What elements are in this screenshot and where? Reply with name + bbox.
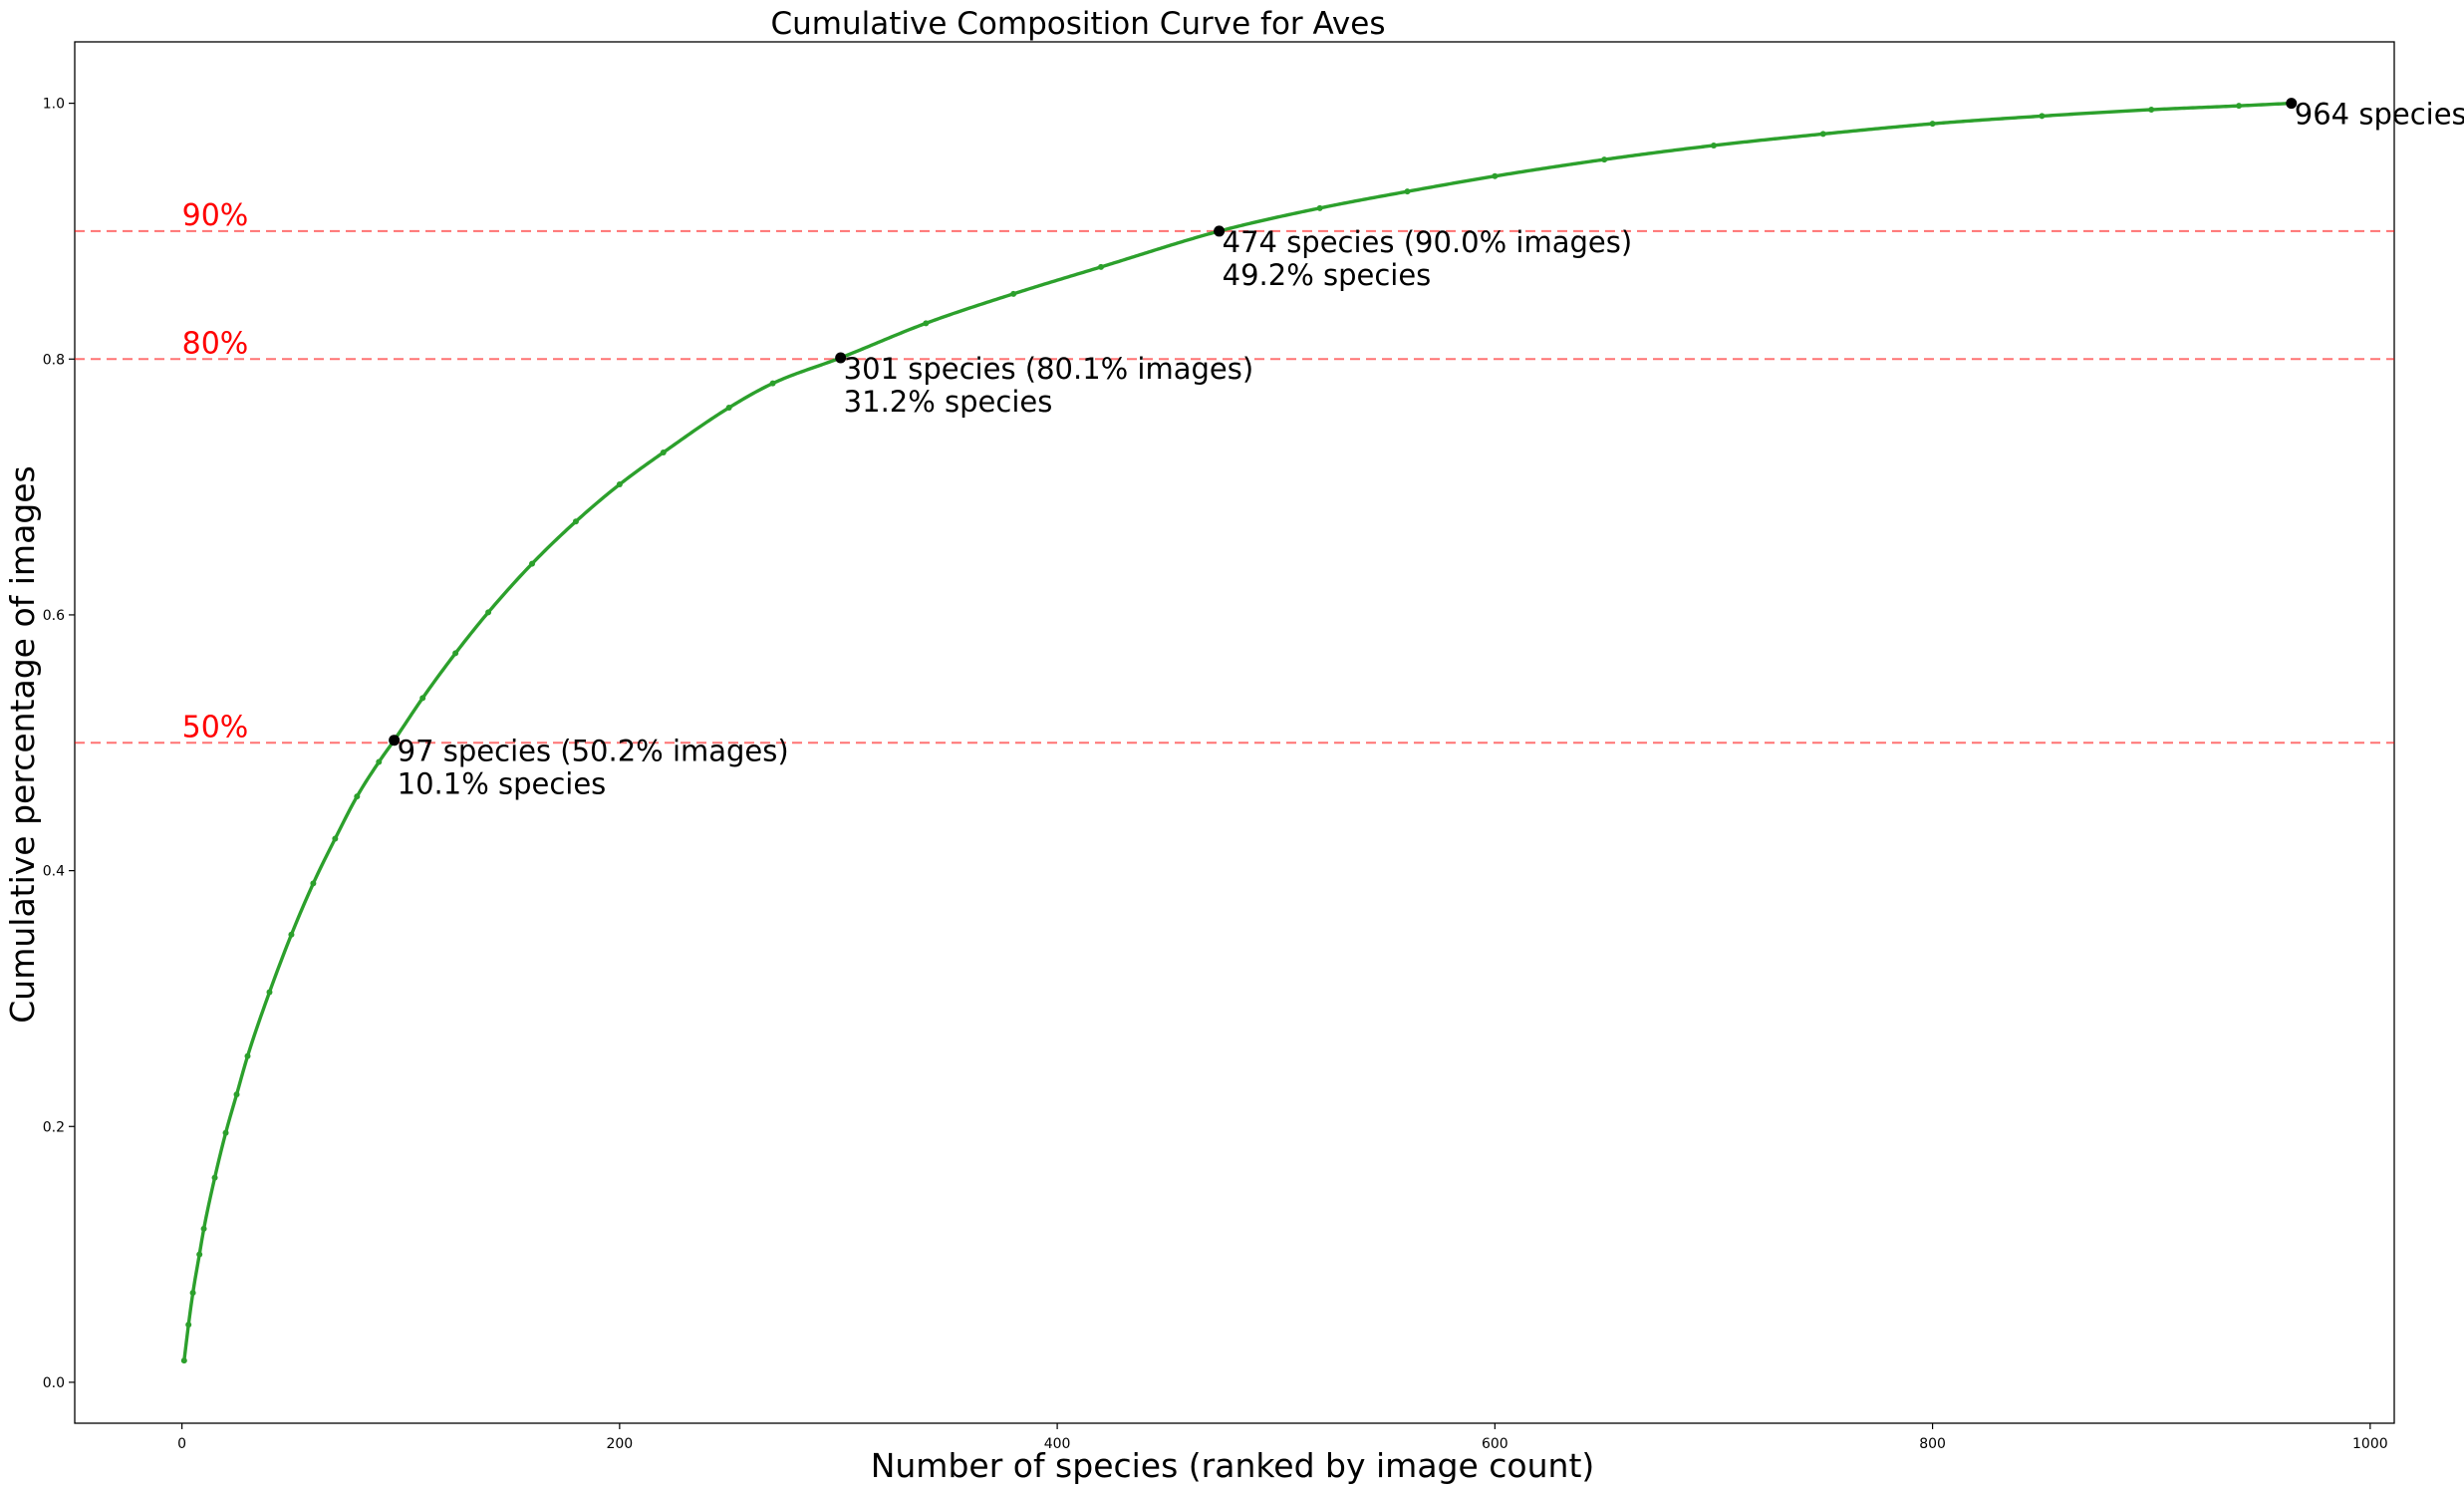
data-point — [376, 758, 383, 765]
data-point — [310, 880, 317, 887]
data-point — [529, 560, 536, 567]
data-point — [1098, 263, 1105, 270]
data-point — [419, 695, 426, 702]
data-point — [452, 650, 459, 657]
data-point — [660, 448, 667, 455]
x-tick-label: 400 — [1044, 1436, 1071, 1452]
data-point — [769, 380, 776, 387]
annotation-label: 964 species — [2295, 98, 2464, 132]
y-tick-label: 0.8 — [43, 352, 65, 368]
threshold-label: 90% — [182, 198, 249, 233]
data-point — [196, 1251, 203, 1258]
plot-area: 0 200 400 600 800 1000 0.0 0.2 0.4 0.6 0.8 1.0 50% 80… — [43, 41, 2464, 1452]
data-point — [1316, 204, 1323, 211]
annotation-point — [389, 735, 401, 746]
data-point — [211, 1174, 218, 1181]
y-tick-label: 0.4 — [43, 864, 65, 880]
data-point — [180, 1357, 187, 1364]
data-point — [1010, 290, 1017, 297]
annotation-label: 31.2% species — [844, 385, 1053, 419]
data-point — [244, 1052, 251, 1059]
data-point — [189, 1290, 196, 1297]
data-point — [2039, 113, 2046, 120]
data-point — [1601, 156, 1608, 163]
y-tick-label: 0.2 — [43, 1119, 65, 1135]
data-point — [616, 481, 623, 488]
axes-frame — [74, 41, 2395, 1424]
data-point — [1492, 172, 1499, 179]
data-point — [923, 320, 930, 327]
data-point — [1710, 142, 1717, 149]
y-tick-label: 0.0 — [43, 1375, 65, 1391]
annotation-label: 10.1% species — [398, 767, 607, 801]
y-tick-label: 0.6 — [43, 608, 65, 624]
threshold-label: 80% — [182, 326, 249, 361]
data-point — [485, 609, 492, 616]
annotation-label: 301 species (80.1% images) — [844, 352, 1254, 386]
data-point — [1929, 121, 1936, 128]
x-tick-label: 600 — [1482, 1436, 1508, 1452]
data-point — [2236, 103, 2243, 110]
annotation-label: 474 species (90.0% images) — [1223, 225, 1633, 259]
data-point — [725, 405, 732, 412]
data-point — [1819, 131, 1826, 138]
annotation-point — [2286, 98, 2298, 110]
annotation-point — [1214, 225, 1226, 237]
data-point — [2148, 107, 2155, 114]
data-point — [572, 518, 579, 525]
x-tick-label: 800 — [1919, 1436, 1946, 1452]
annotation-label: 97 species (50.2% images) — [398, 735, 789, 768]
x-tick-label: 200 — [606, 1436, 633, 1452]
data-point — [288, 931, 295, 938]
data-point — [200, 1225, 207, 1232]
data-point — [185, 1322, 192, 1329]
threshold-label: 50% — [182, 710, 249, 745]
data-point — [332, 835, 339, 842]
data-point — [354, 793, 361, 800]
annotation-label: 49.2% species — [1223, 258, 1432, 292]
x-axis-label: Number of species (ranked by image count… — [871, 1446, 1595, 1485]
chart-title: Cumulative Composition Curve for Aves — [771, 6, 1386, 42]
x-tick-label: 1000 — [2352, 1436, 2388, 1452]
data-point — [233, 1091, 240, 1098]
data-point — [266, 989, 273, 996]
y-axis-label: Cumulative percentage of images — [3, 465, 42, 1023]
y-tick-label: 1.0 — [43, 97, 65, 113]
data-point — [222, 1129, 229, 1136]
annotation-point — [835, 352, 847, 364]
data-point — [1404, 188, 1411, 195]
series-line — [182, 101, 2294, 1362]
x-tick-label: 0 — [177, 1436, 186, 1452]
